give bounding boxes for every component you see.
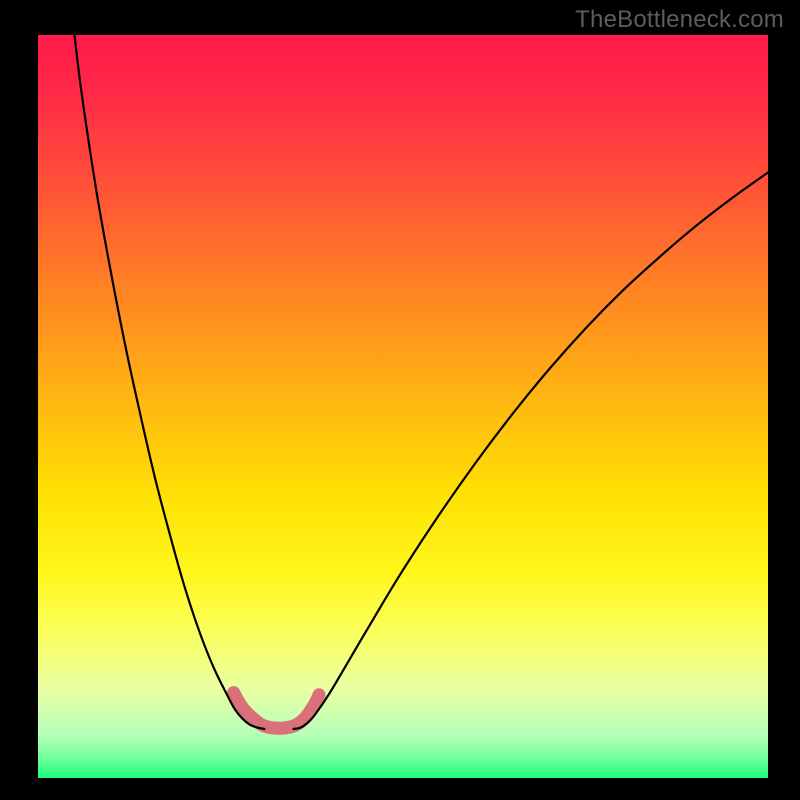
watermark-text: TheBottleneck.com (575, 6, 784, 34)
plot-area (38, 35, 768, 778)
gradient-background (38, 35, 768, 778)
chart-frame: TheBottleneck.com (0, 0, 800, 800)
chart-svg (38, 35, 768, 778)
